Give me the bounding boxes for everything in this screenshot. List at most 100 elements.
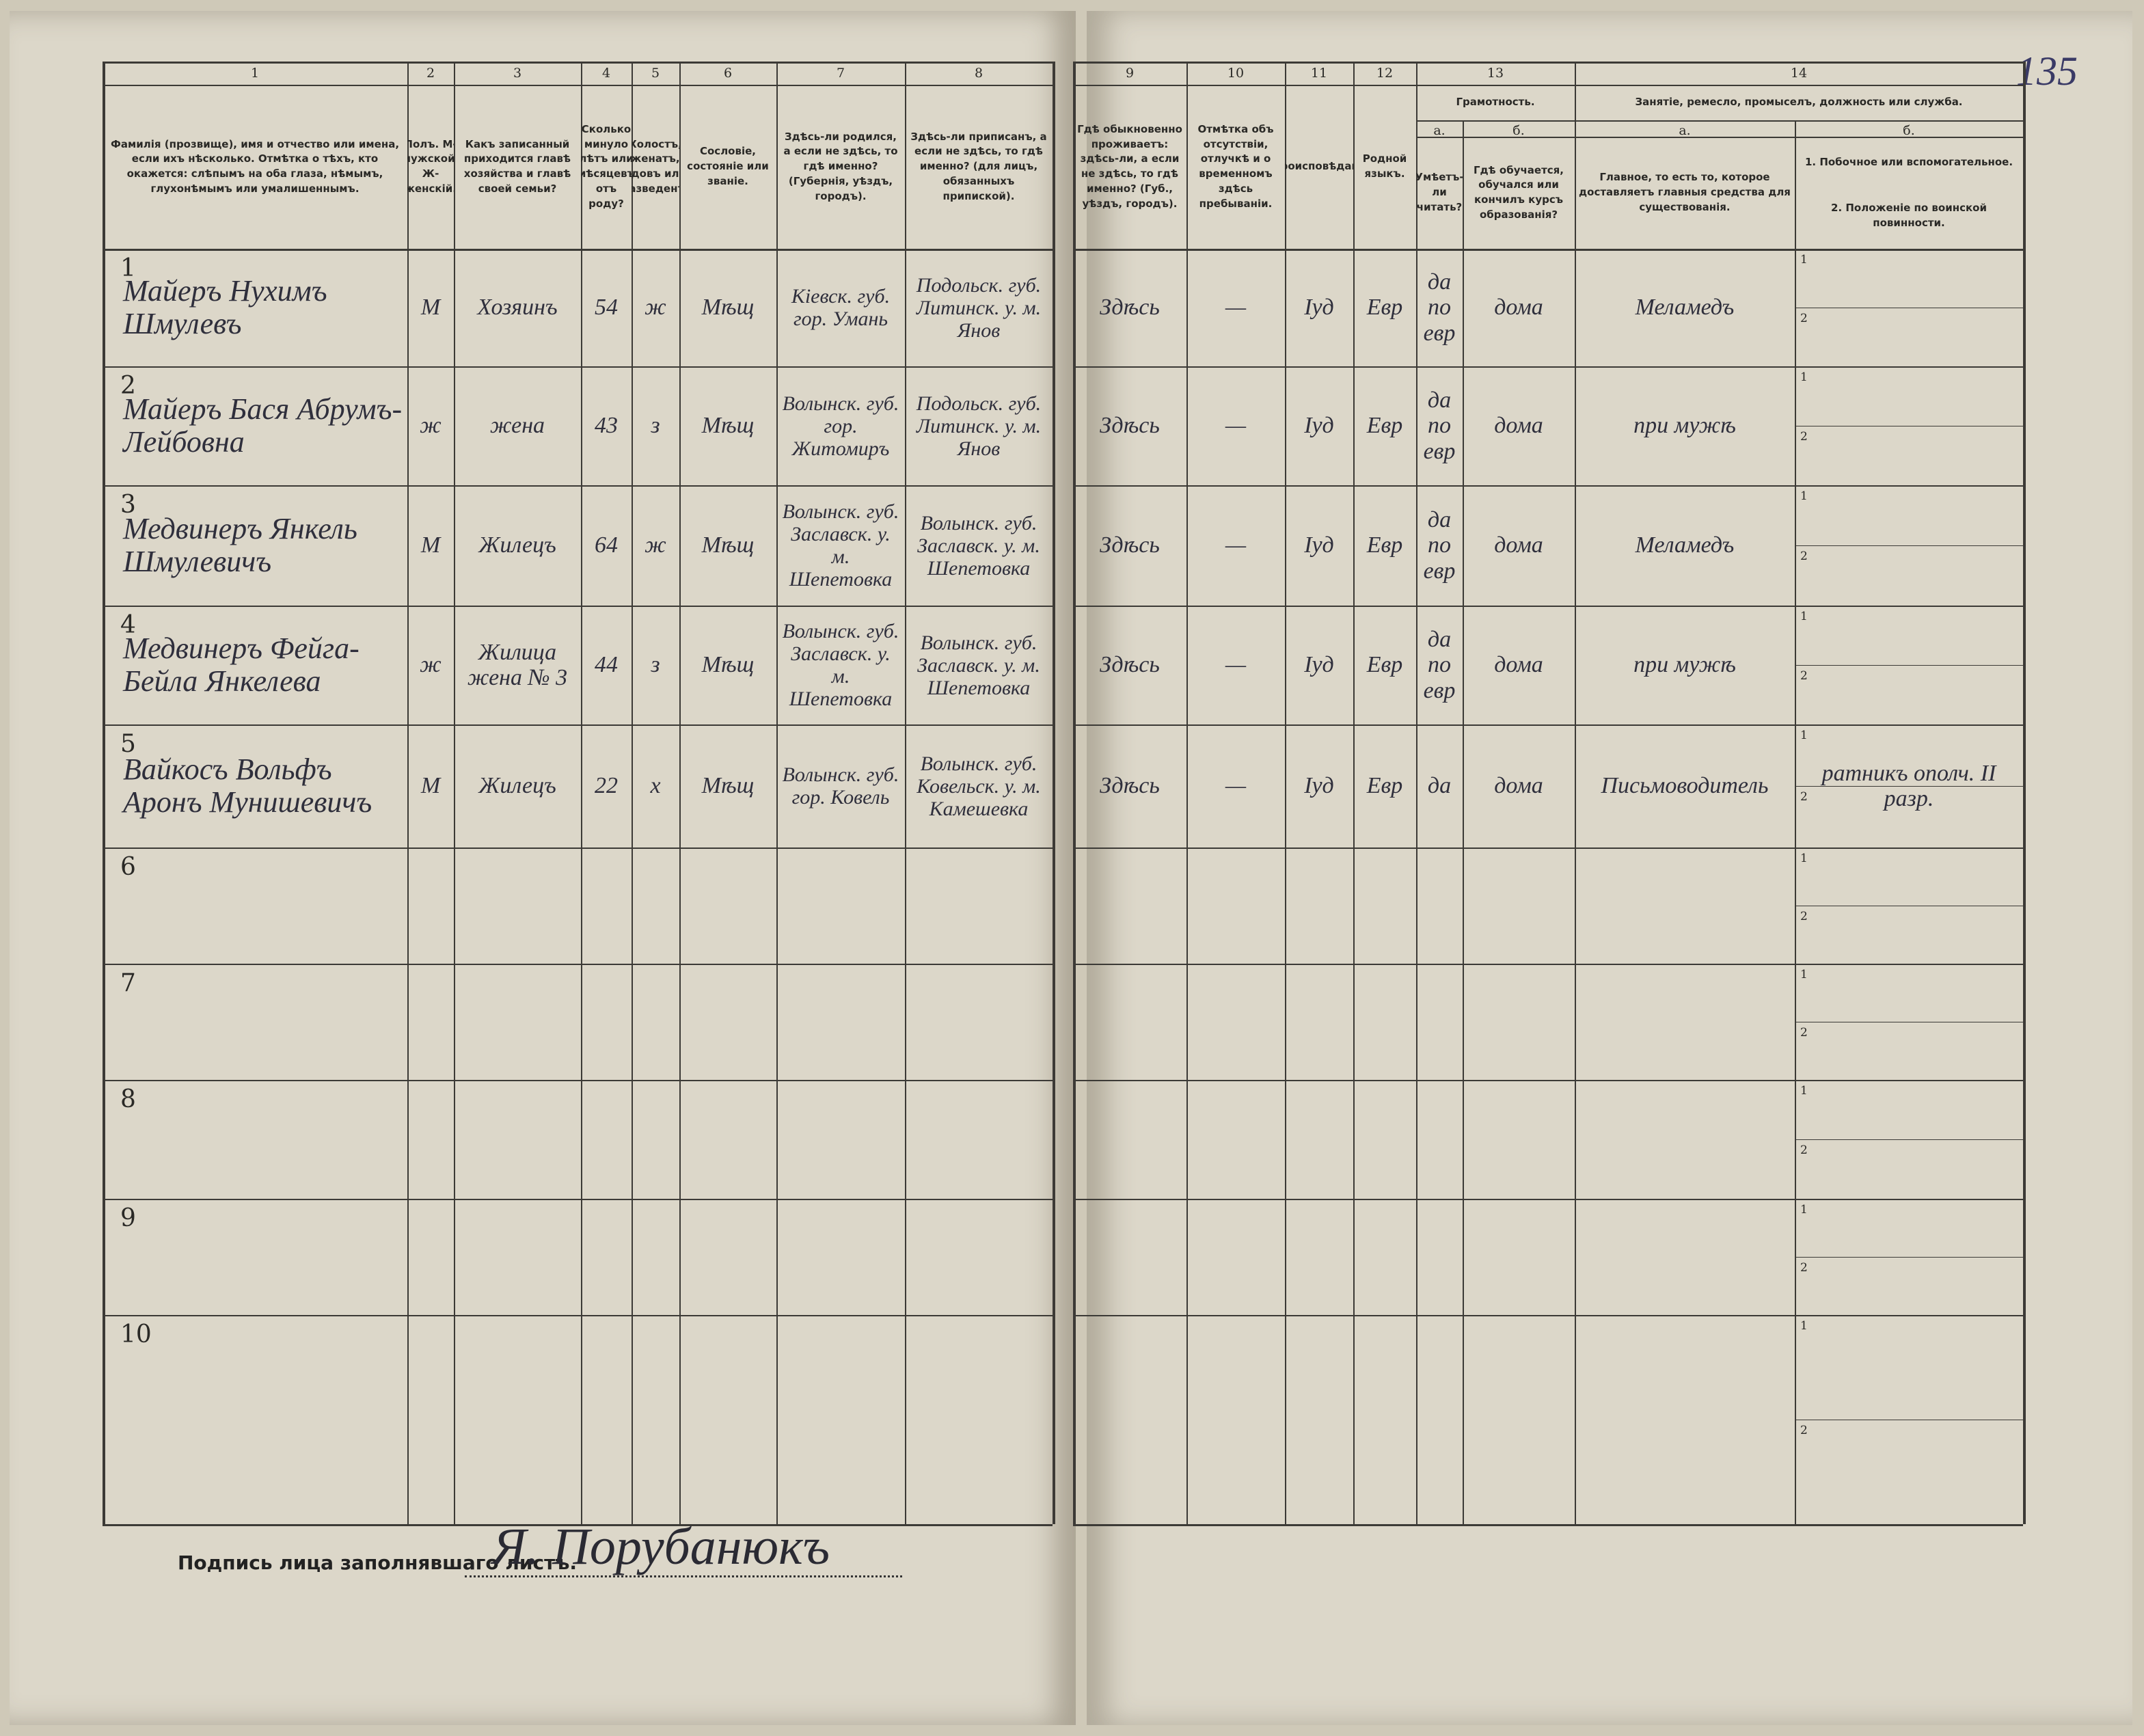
column-number: 10 — [1227, 66, 1245, 81]
entry: при мужѣ — [1633, 413, 1736, 439]
entry: 22 — [595, 773, 618, 799]
entry: Іуд — [1304, 532, 1334, 558]
column-number: 12 — [1376, 66, 1394, 81]
rule — [1285, 62, 1286, 1524]
rule — [103, 606, 1053, 607]
sub-header: 1. Побочное или вспомогательное. 2. Полож… — [1795, 137, 2023, 249]
entry: Хозяинъ — [477, 295, 558, 321]
entry: Мѣщ — [701, 652, 755, 678]
entry: Іуд — [1304, 413, 1334, 439]
rule — [407, 62, 409, 1524]
entry: — — [1225, 532, 1247, 558]
column-number: 13 — [1487, 66, 1504, 81]
rule — [632, 62, 633, 1524]
rule — [1073, 85, 2023, 86]
signature: Я. Порубанюкъ — [492, 1518, 830, 1575]
sub-line-label: 1 — [1800, 370, 1808, 384]
entry: М — [420, 532, 441, 558]
rule — [1353, 62, 1355, 1524]
column-header: Родной языкъ. — [1362, 152, 1407, 180]
rule — [1795, 1139, 2023, 1140]
rule — [1795, 120, 1796, 1524]
entry: Волынск. губ. Заславск. у. м. Шепетовка — [782, 620, 899, 710]
left-page — [10, 11, 1076, 1725]
entry: Іуд — [1304, 295, 1334, 321]
entry: Здѣсь — [1100, 652, 1160, 678]
rule — [103, 1199, 1053, 1200]
entry: дома — [1494, 773, 1543, 799]
rule — [1073, 1524, 2023, 1526]
rule — [776, 62, 778, 1524]
sub-line-label: 1 — [1800, 253, 1808, 267]
entry: М — [420, 773, 441, 799]
sub-line-label: 2 — [1800, 1261, 1808, 1275]
entry: Мѣщ — [701, 413, 755, 439]
rule — [103, 1524, 1053, 1526]
column-header: Здѣсь-ли приписанъ, а если не здѣсь, то … — [910, 130, 1047, 202]
rule — [103, 62, 105, 1524]
row-number: 1 — [120, 254, 136, 282]
entry: да по евр — [1423, 506, 1456, 584]
rule — [1073, 1315, 2023, 1316]
rule — [1073, 62, 1076, 1524]
row-number: 4 — [120, 611, 136, 639]
sub-line-label: 2 — [1800, 669, 1808, 683]
entry: Подольск. губ. Литинск. у. м. Янов — [916, 273, 1042, 342]
sub-mark: б. — [1903, 123, 1915, 138]
entry: ж — [420, 652, 442, 678]
entry: Евр — [1366, 652, 1403, 678]
signature-line — [465, 1575, 902, 1577]
entry: Волынск. губ. гор. Житомиръ — [782, 392, 899, 460]
entry: Медвинеръ Янкель Шмулевичъ — [123, 511, 357, 578]
rule — [1073, 724, 2023, 726]
rule — [1073, 1199, 2023, 1200]
column-number: 9 — [1125, 66, 1135, 81]
column-header: Какъ записанный приходится главѣ хозяйст… — [463, 137, 571, 195]
entry: Жилица жена № 3 — [467, 639, 568, 690]
signature-label: Подпись лица заполнявшаго листъ. — [178, 1551, 577, 1574]
sub-line-label: 2 — [1800, 550, 1808, 563]
rule — [1186, 62, 1188, 1524]
rule — [2023, 62, 2026, 1524]
entry: — — [1225, 652, 1247, 678]
entry: Кіевск. губ. гор. Умань — [791, 285, 891, 330]
entry: 44 — [595, 652, 618, 678]
sub-header: Главное, то есть то, которое доставляетъ… — [1579, 171, 1791, 213]
rule — [679, 62, 681, 1524]
rule — [1575, 62, 1576, 1524]
rule — [1073, 606, 2023, 607]
entry: Медвинеръ Фейга-Бейла Янкелева — [123, 631, 359, 698]
entry: ж — [644, 295, 666, 321]
sub-line-label: 2 — [1800, 1143, 1808, 1157]
rule — [1073, 964, 2023, 965]
sub-line-label: 1 — [1800, 1319, 1808, 1333]
row-number: 2 — [120, 372, 136, 400]
rule — [1073, 249, 2023, 251]
entry: жена — [489, 413, 545, 439]
rule — [103, 1080, 1053, 1081]
row-number: 3 — [120, 491, 136, 519]
entry: Подольск. губ. Литинск. у. м. Янов — [916, 392, 1042, 460]
rule — [103, 724, 1053, 726]
rule — [103, 85, 1053, 86]
rule — [1463, 120, 1464, 1524]
column-number: 14 — [1790, 66, 1808, 81]
entry: дома — [1494, 295, 1543, 321]
entry: Евр — [1366, 532, 1403, 558]
entry: Здѣсь — [1100, 413, 1160, 439]
entry: — — [1225, 773, 1247, 799]
group-header: Занятіе, ремесло, промыселъ, должность и… — [1635, 96, 1963, 109]
entry: Вайкосъ Вольфъ Аронъ Мунишевичъ — [123, 752, 372, 819]
rule — [103, 62, 1053, 64]
entry: Мѣщ — [701, 295, 755, 321]
row-number: 5 — [120, 730, 136, 758]
page-number: 135 — [2016, 49, 2078, 94]
entry: Жилецъ — [478, 532, 556, 558]
rule — [1795, 786, 2023, 787]
entry: Евр — [1366, 295, 1403, 321]
entry: да по евр — [1423, 387, 1456, 464]
entry: дома — [1494, 652, 1543, 678]
entry: 64 — [595, 532, 618, 558]
column-header: Холостъ, женатъ, вдовъ или разведенъ. — [632, 137, 679, 195]
